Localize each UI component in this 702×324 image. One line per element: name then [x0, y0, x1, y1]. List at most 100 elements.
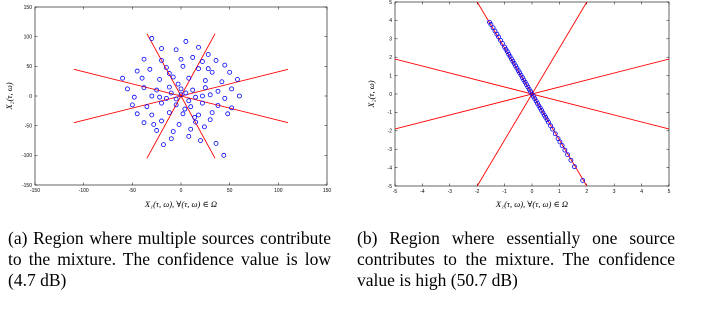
data-point: [525, 84, 531, 90]
x-tick-label: 4: [640, 189, 643, 195]
data-point: [524, 82, 529, 88]
x-tick-label: -5: [393, 189, 398, 195]
data-point: [161, 142, 166, 148]
y-tick-label: -1: [388, 110, 393, 116]
data-point: [134, 68, 140, 74]
data-point: [168, 90, 174, 96]
data-point: [168, 136, 174, 142]
data-point: [229, 105, 235, 111]
data-point: [159, 100, 164, 106]
y-tick-label: 150: [24, 5, 33, 11]
data-point: [147, 66, 153, 72]
data-point: [154, 87, 160, 93]
data-point: [166, 110, 172, 116]
data-point: [182, 106, 188, 112]
data-point: [186, 75, 192, 81]
x-tick-label: 150: [323, 188, 332, 194]
data-point: [500, 41, 505, 46]
y-tick-label: 100: [24, 34, 33, 40]
data-point: [120, 75, 125, 81]
data-point: [221, 152, 227, 158]
x-axis-label: X₁(τ, ω), ∀(τ, ω) ∈ Ω: [144, 199, 217, 209]
data-point: [166, 71, 172, 76]
y-tick-label: -3: [388, 147, 393, 153]
x-tick-label: 0: [531, 189, 534, 195]
x-tick-label: -50: [129, 188, 136, 194]
data-point: [207, 92, 213, 98]
y-tick-label: 0: [29, 94, 32, 100]
data-point: [528, 89, 534, 95]
data-point: [227, 69, 233, 75]
caption-b: (b) Region where essentially one source …: [357, 228, 675, 290]
data-point: [557, 139, 563, 145]
x-tick-label: -3: [448, 189, 453, 195]
data-point: [201, 124, 207, 130]
data-point: [540, 110, 546, 116]
data-point: [229, 86, 235, 92]
x-axis-label: X₁(τ, ω), ∀(τ, ω) ∈ Ω: [495, 199, 568, 209]
data-point: [202, 85, 208, 91]
data-point: [520, 75, 525, 81]
data-point: [190, 87, 196, 93]
data-point: [183, 39, 189, 44]
x-tick-label: 50: [227, 188, 233, 194]
data-point: [572, 164, 577, 170]
data-point: [580, 178, 586, 183]
data-point: [202, 78, 208, 83]
y-axis-label: X₂(τ, ω): [4, 82, 14, 110]
x-tick-label: -100: [79, 188, 89, 194]
x-tick-label: 0: [180, 188, 183, 194]
plot-area: [73, 33, 289, 159]
data-point: [159, 118, 164, 124]
scatter-plot-a: -150 -100 -50 0 50 100 150 -150 -100 -50 0 50 100 150…: [4, 5, 332, 290]
data-point: [514, 65, 520, 71]
data-point: [544, 117, 550, 123]
data-point: [213, 58, 219, 63]
data-point: [178, 56, 184, 62]
data-point: [186, 98, 192, 104]
data-point: [550, 126, 555, 132]
data-point: [129, 102, 135, 108]
data-point: [517, 70, 523, 76]
x-tick-label: -4: [420, 189, 425, 195]
data-point: [518, 72, 524, 78]
data-point: [209, 110, 215, 116]
data-point: [141, 120, 147, 126]
data-point: [170, 74, 176, 80]
data-point: [507, 54, 513, 59]
y-tick-label: 1: [389, 73, 392, 79]
data-point: [149, 36, 155, 41]
data-point: [504, 49, 510, 55]
data-point: [559, 143, 565, 148]
data-point: [151, 122, 157, 127]
x-tick-label: 3: [613, 189, 616, 195]
y-tick-label: -2: [388, 129, 393, 135]
x-tick-label: -150: [30, 188, 40, 194]
y-tick-label: -150: [22, 183, 32, 189]
data-point: [207, 117, 213, 123]
y-tick-label: 3: [389, 37, 392, 43]
data-point: [178, 86, 184, 92]
x-tick-label: 1: [558, 189, 561, 195]
x-tick-label: 5: [668, 189, 671, 195]
data-point: [552, 131, 558, 137]
data-point: [198, 138, 203, 143]
data-point: [539, 107, 544, 113]
data-point: [188, 104, 194, 110]
data-point: [180, 111, 186, 117]
y-axis-label: X₂(τ, ω): [366, 80, 376, 108]
data-point: [163, 95, 169, 101]
data-point: [219, 79, 225, 85]
data-point: [186, 133, 192, 139]
data-point: [200, 93, 205, 99]
data-point: [537, 105, 543, 111]
y-tick-label: 0: [389, 92, 392, 98]
x-tick-label: 2: [585, 189, 588, 195]
data-point: [533, 98, 539, 104]
caption-a: (a) Region where multiple sources contri…: [8, 228, 331, 290]
y-tick-label: -5: [388, 184, 393, 190]
data-point: [134, 111, 140, 117]
data-point: [562, 147, 568, 153]
data-point: [144, 104, 150, 110]
data-point: [173, 47, 179, 53]
